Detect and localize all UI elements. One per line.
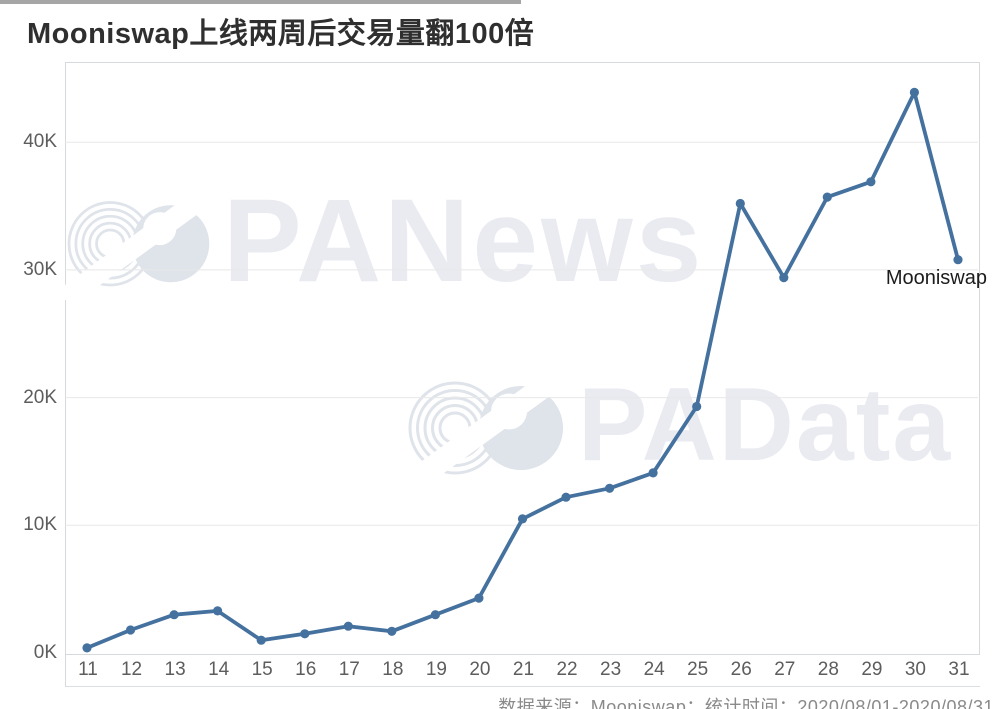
x-axis: 11 12 13 14 15 16 17 18 19 20 21 22 23 24 25 26 27 28 29 30…	[65, 653, 980, 687]
data-point[interactable]	[517, 514, 528, 524]
top-edge-strip	[0, 0, 521, 4]
data-point[interactable]	[953, 255, 963, 265]
x-tick-label: 31	[948, 659, 970, 680]
x-tick-label: 18	[382, 659, 404, 680]
y-tick-label: 10K	[23, 514, 57, 536]
plot-area	[65, 62, 980, 655]
x-tick-label: 22	[556, 659, 578, 680]
x-tick-label: 15	[251, 659, 273, 680]
data-point[interactable]	[430, 610, 440, 620]
series-annotation: Mooniswap	[885, 267, 987, 289]
x-tick-label: 17	[338, 659, 360, 680]
x-tick-label: 28	[817, 659, 839, 680]
data-point[interactable]	[387, 626, 397, 636]
data-point[interactable]	[648, 468, 658, 478]
y-tick-label: 40K	[23, 131, 57, 153]
x-tick-label: 14	[208, 659, 230, 680]
data-point[interactable]	[256, 635, 266, 645]
x-tick-label: 11	[78, 659, 98, 680]
x-tick-label: 21	[512, 659, 535, 680]
data-point[interactable]	[125, 625, 136, 635]
source-footnote: 数据来源：Mooniswap；统计时间：2020/08/01-2020/08/3…	[498, 697, 994, 709]
data-point[interactable]	[343, 621, 353, 631]
data-point[interactable]	[213, 606, 223, 616]
x-tick-label: 12	[120, 659, 143, 680]
x-tick-label: 29	[861, 659, 883, 680]
x-tick-label: 16	[295, 659, 317, 680]
data-point[interactable]	[561, 492, 571, 502]
y-tick-label: 30K	[23, 258, 57, 280]
volume-series-line	[85, 90, 960, 650]
data-point[interactable]	[82, 643, 92, 653]
x-tick-label: 26	[730, 659, 752, 680]
data-point[interactable]	[779, 273, 789, 283]
data-point[interactable]	[169, 610, 179, 620]
x-tick-label: 23	[600, 659, 622, 680]
volume-line-chart	[65, 87, 978, 653]
data-point[interactable]	[692, 401, 702, 412]
y-tick-label: 20K	[23, 386, 57, 408]
data-point[interactable]	[735, 198, 745, 209]
x-tick-label: 30	[904, 659, 926, 680]
x-tick-label: 27	[774, 659, 796, 680]
x-tick-label: 24	[643, 659, 665, 680]
data-point[interactable]	[822, 192, 832, 202]
data-point[interactable]	[474, 593, 484, 603]
chart-title: Mooniswap上线两周后交易量翻100倍	[27, 18, 535, 50]
x-tick-label: 20	[469, 659, 491, 680]
y-tick-label: 0K	[33, 642, 57, 663]
data-point[interactable]	[605, 483, 615, 493]
x-tick-label: 13	[164, 659, 186, 680]
x-tick-label: 19	[425, 659, 447, 680]
data-point[interactable]	[300, 629, 310, 639]
data-point[interactable]	[909, 87, 920, 97]
x-tick-label: 25	[687, 659, 709, 680]
data-point[interactable]	[866, 177, 876, 187]
